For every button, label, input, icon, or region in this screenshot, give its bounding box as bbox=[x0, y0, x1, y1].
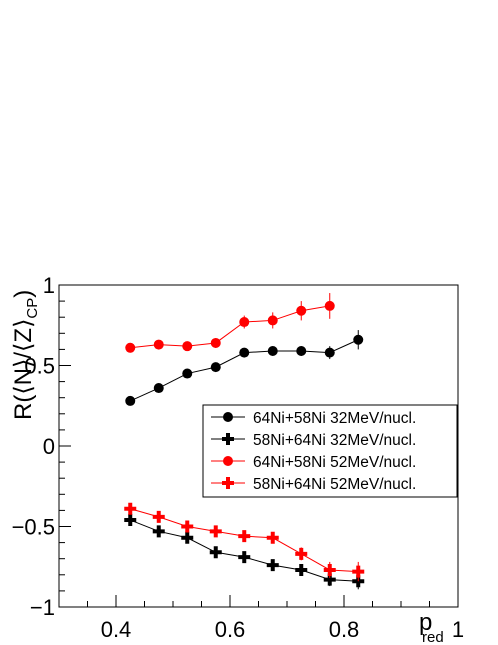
legend-marker bbox=[222, 433, 234, 445]
data-point bbox=[324, 300, 335, 311]
data-point bbox=[238, 551, 251, 564]
legend-label: 64Ni+58Ni 32MeV/nucl. bbox=[253, 410, 416, 427]
legend-label: 58Ni+64Ni 52MeV/nucl. bbox=[253, 476, 416, 493]
data-point bbox=[296, 305, 307, 316]
x-tick-label: 0.6 bbox=[215, 617, 246, 642]
data-point bbox=[267, 315, 278, 326]
data-point bbox=[181, 520, 194, 533]
data-point bbox=[239, 347, 250, 358]
data-point bbox=[209, 525, 222, 538]
data-point bbox=[124, 502, 137, 515]
y-tick-label: −1 bbox=[30, 595, 55, 620]
data-point bbox=[352, 565, 365, 578]
data-point bbox=[295, 563, 308, 576]
data-point bbox=[182, 368, 193, 379]
legend-entry: 58Ni+64Ni 52MeV/nucl. bbox=[211, 476, 416, 493]
plot-marks bbox=[124, 293, 365, 590]
y-tick-label: −0.5 bbox=[12, 515, 55, 540]
legend-entry: 64Ni+58Ni 32MeV/nucl. bbox=[211, 410, 416, 427]
y-tick-label: 0.5 bbox=[24, 354, 55, 379]
legend-label: 58Ni+64Ni 32MeV/nucl. bbox=[253, 432, 416, 449]
y-tick-label: 0 bbox=[43, 434, 55, 459]
data-point bbox=[296, 346, 307, 357]
data-point bbox=[124, 514, 137, 527]
legend-marker bbox=[222, 477, 234, 489]
data-point bbox=[153, 383, 164, 394]
data-point bbox=[210, 362, 221, 373]
x-tick-label: 0.8 bbox=[329, 617, 360, 642]
data-point bbox=[125, 342, 136, 353]
legend-marker bbox=[223, 456, 233, 466]
y-axis-title: R(⟨N⟩/⟨Z⟩CP) bbox=[10, 290, 41, 420]
data-point bbox=[323, 573, 336, 586]
y-tick-label: 1 bbox=[43, 273, 55, 298]
legend-entry: 58Ni+64Ni 32MeV/nucl. bbox=[211, 432, 416, 449]
series-2 bbox=[124, 514, 365, 590]
x-axis-title-subscript: red bbox=[422, 629, 444, 645]
data-point bbox=[238, 530, 251, 543]
data-point bbox=[353, 334, 364, 345]
data-point bbox=[182, 341, 193, 352]
data-point bbox=[266, 531, 279, 544]
series-3 bbox=[125, 293, 335, 353]
series-4 bbox=[124, 502, 365, 582]
data-point bbox=[295, 547, 308, 560]
legend: 64Ni+58Ni 32MeV/nucl. 58Ni+64Ni 32MeV/nuc… bbox=[202, 404, 458, 498]
y-axis-title-main: R(⟨N⟩/⟨Z⟩ bbox=[10, 319, 37, 420]
data-point bbox=[153, 339, 164, 350]
y-axis-title-close: ) bbox=[10, 290, 37, 298]
data-point bbox=[323, 563, 336, 576]
x-tick-label: 0.4 bbox=[101, 617, 132, 642]
x-axis-title-main: p bbox=[419, 609, 432, 636]
data-point bbox=[152, 525, 165, 538]
data-point bbox=[239, 317, 250, 328]
data-point bbox=[125, 395, 136, 406]
data-point bbox=[267, 346, 278, 357]
data-point bbox=[209, 546, 222, 559]
axes: −1 −0.5 0 0.5 1 0.4 0.6 0.8 1 bbox=[12, 273, 465, 642]
x-axis-title: p bbox=[419, 609, 432, 636]
data-point bbox=[152, 510, 165, 523]
data-point bbox=[266, 559, 279, 572]
data-point bbox=[324, 347, 335, 358]
svg-text:R(⟨N⟩/⟨Z⟩CP): R(⟨N⟩/⟨Z⟩CP) bbox=[10, 290, 41, 420]
data-point bbox=[210, 337, 221, 348]
series-line bbox=[130, 519, 359, 582]
series-1 bbox=[125, 330, 364, 406]
x-tick-label: 1 bbox=[452, 617, 464, 642]
legend-entry: 64Ni+58Ni 52MeV/nucl. bbox=[211, 454, 416, 471]
legend-label: 64Ni+58Ni 52MeV/nucl. bbox=[253, 454, 416, 471]
y-axis-title-subscript: CP bbox=[24, 298, 41, 319]
legend-box bbox=[202, 404, 458, 498]
data-point bbox=[181, 531, 194, 544]
legend-marker bbox=[223, 412, 233, 422]
